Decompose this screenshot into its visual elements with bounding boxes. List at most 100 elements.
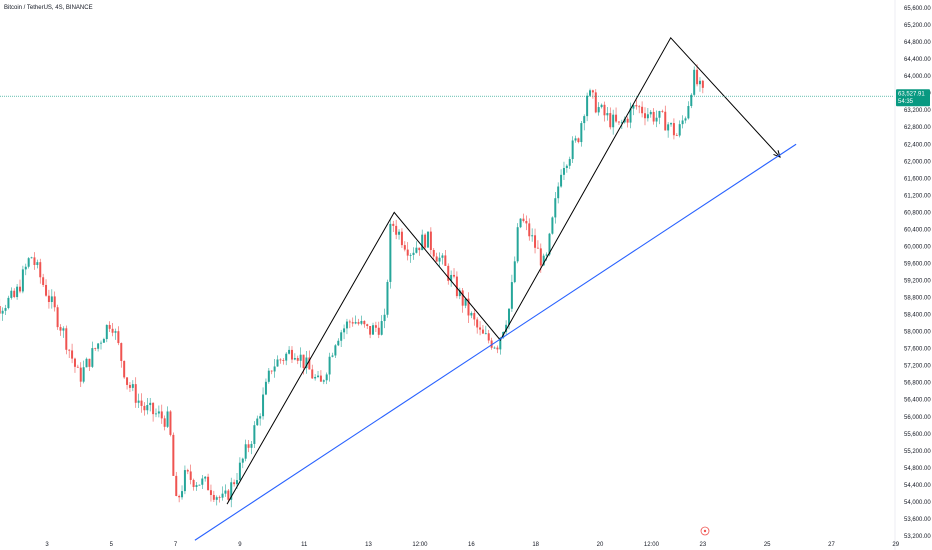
- candle-body: [212, 494, 215, 500]
- candle: [192, 478, 195, 491]
- candle-body: [351, 322, 354, 324]
- candle-body: [646, 114, 649, 119]
- candle-body: [117, 331, 120, 344]
- candle: [536, 240, 539, 249]
- candle: [59, 324, 62, 336]
- candle-body: [230, 482, 233, 500]
- time-tick-label: 3: [45, 542, 49, 548]
- candle: [513, 256, 516, 284]
- price-tick-label: 54,400.00: [904, 483, 931, 489]
- candle-body: [626, 118, 629, 123]
- candle-body: [354, 322, 357, 324]
- time-tick-label: 20: [597, 542, 604, 548]
- candle-body: [100, 342, 103, 344]
- candle-body: [687, 106, 690, 119]
- candle-body: [580, 123, 583, 143]
- candle-body: [192, 479, 195, 487]
- candle-body: [591, 90, 594, 93]
- candle: [479, 321, 482, 336]
- candle: [383, 308, 386, 329]
- candle: [102, 337, 105, 343]
- candle-body: [146, 405, 149, 411]
- candle: [279, 358, 282, 364]
- price-tick-label: 60,000.00: [904, 244, 931, 250]
- candle: [687, 101, 690, 120]
- price-tick-label: 56,000.00: [904, 415, 931, 421]
- candle: [85, 357, 88, 368]
- candle: [583, 114, 586, 131]
- candle: [554, 192, 557, 224]
- candle: [230, 477, 233, 508]
- candle-body: [311, 369, 314, 379]
- price-tick-label: 62,400.00: [904, 142, 931, 148]
- candle: [638, 104, 641, 114]
- candle-body: [198, 484, 201, 486]
- candle-body: [204, 476, 207, 479]
- candle: [111, 323, 114, 337]
- candle: [418, 247, 421, 256]
- candle-body: [102, 339, 105, 343]
- candle: [684, 116, 687, 124]
- symbol-title: Bitcoin / TetherUS, 4S, BINANCE: [4, 5, 93, 11]
- candle: [71, 343, 74, 364]
- drawings[interactable]: [194, 36, 797, 541]
- candle-body: [577, 138, 580, 143]
- candle-body: [256, 418, 259, 426]
- candle: [395, 219, 398, 240]
- candle: [577, 137, 580, 144]
- candle-body: [455, 276, 458, 297]
- candle: [227, 488, 230, 501]
- time-axis[interactable]: 3 5 7 9 11 13 12:00 16 18 20 12:00 23 25 27 29: [45, 542, 899, 548]
- candle-body: [105, 324, 108, 340]
- candle-body: [157, 411, 160, 414]
- candle: [386, 279, 389, 318]
- candle: [123, 360, 126, 379]
- candle-body: [481, 329, 484, 334]
- price-tick-label: 64,000.00: [904, 74, 931, 80]
- candle: [126, 377, 129, 390]
- candle-body: [273, 366, 276, 372]
- price-tick-label: 62,000.00: [904, 159, 931, 165]
- candle: [0, 298, 1, 322]
- candle: [510, 274, 513, 312]
- candle-body: [600, 104, 603, 108]
- candle: [311, 364, 314, 379]
- candle: [178, 494, 181, 503]
- event-marker[interactable]: [700, 526, 710, 536]
- price-tick-label: 62,800.00: [904, 125, 931, 131]
- candle-body: [270, 370, 273, 372]
- time-tick-label: 27: [828, 542, 835, 548]
- candle: [143, 402, 146, 416]
- candle: [39, 258, 42, 284]
- candle: [562, 161, 565, 180]
- candle: [33, 252, 36, 270]
- candle-body: [85, 358, 88, 368]
- candle: [641, 101, 644, 118]
- candle-body: [227, 490, 230, 500]
- candle-body: [594, 92, 597, 113]
- candle: [267, 368, 270, 384]
- price-axis[interactable]: 53,200.00 53,600.00 54,000.00 54,400.00 54,8…: [894, 0, 931, 550]
- candle: [698, 77, 701, 92]
- candle: [675, 133, 678, 137]
- candle: [354, 315, 357, 325]
- candle-body: [325, 374, 328, 381]
- candle: [429, 227, 432, 255]
- price-tick-label: 60,400.00: [904, 227, 931, 233]
- price-tick-label: 54,800.00: [904, 466, 931, 472]
- price-tick-label: 61,200.00: [904, 193, 931, 199]
- candle: [259, 413, 262, 426]
- candle-body: [236, 480, 239, 485]
- candle-body: [496, 347, 499, 350]
- candle-body: [670, 123, 673, 125]
- candle-body: [641, 106, 644, 114]
- candle: [322, 379, 325, 385]
- candle: [557, 182, 560, 204]
- candle-body: [438, 257, 441, 262]
- candle-body: [372, 325, 375, 335]
- candle-body: [383, 314, 386, 322]
- zigzag-projection-line: [226, 36, 781, 505]
- candle: [97, 342, 100, 352]
- candle: [175, 471, 178, 497]
